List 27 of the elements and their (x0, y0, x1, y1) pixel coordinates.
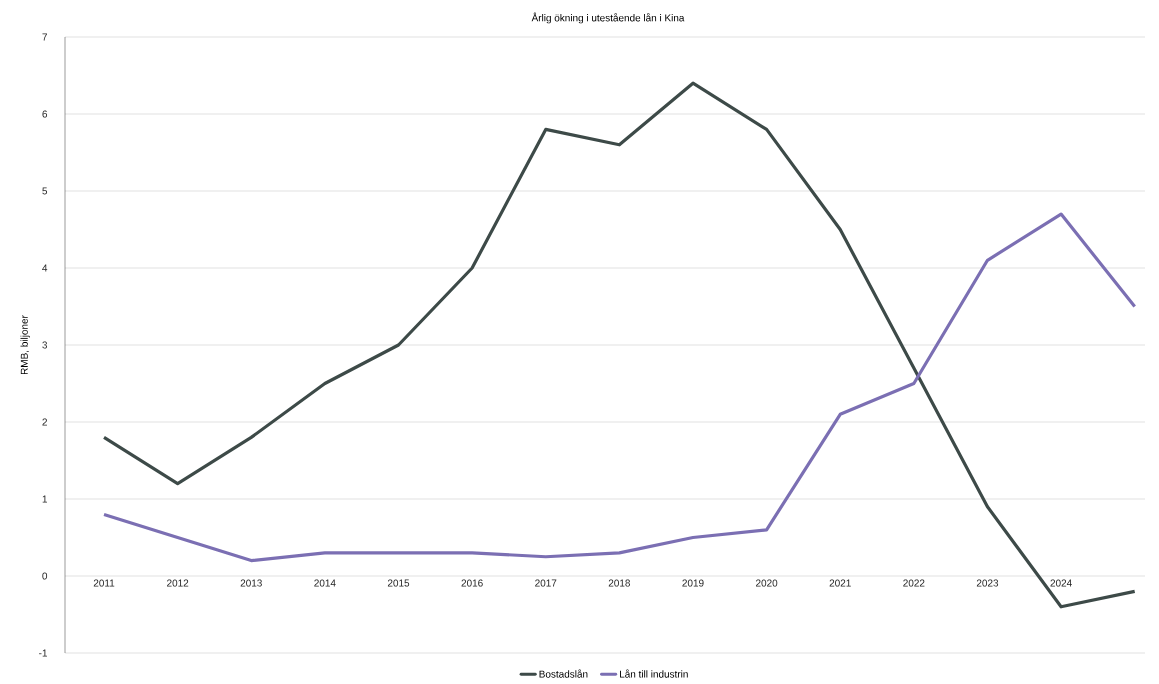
x-tick-label: 2016 (461, 579, 483, 587)
chart-title: Årlig ökning i utestående lån i Kina (531, 12, 685, 24)
x-tick-label: 2024 (1050, 579, 1072, 587)
x-tick-label: 2015 (387, 579, 410, 587)
y-tick-label: 4 (42, 264, 48, 272)
x-tick-label: 2023 (976, 579, 999, 587)
y-tick-label: 0 (42, 572, 48, 580)
x-tick-label: 2012 (167, 579, 189, 587)
y-tick-label: -1 (39, 649, 47, 657)
x-tick-label: 2018 (608, 579, 631, 587)
y-axis-title: RMB, biljoner (20, 315, 30, 375)
y-tick-label: 3 (42, 341, 48, 349)
x-tick-label: 2021 (829, 579, 851, 587)
y-tick-label: 5 (42, 187, 48, 195)
x-tick-label: 2022 (903, 579, 925, 587)
y-tick-label: 1 (42, 495, 47, 503)
legend-label: Bostadslån (539, 669, 588, 678)
y-tick-label: 7 (42, 33, 47, 41)
legend-label: Lån till industrin (620, 669, 688, 678)
x-tick-label: 2013 (240, 579, 262, 587)
x-tick-label: 2011 (93, 579, 115, 587)
x-tick-label: 2017 (535, 579, 557, 587)
x-tick-label: 2014 (314, 579, 336, 587)
y-tick-label: 6 (42, 110, 48, 118)
y-tick-label: 2 (42, 418, 47, 426)
x-tick-label: 2019 (682, 579, 704, 587)
x-tick-label: 2020 (756, 579, 778, 587)
